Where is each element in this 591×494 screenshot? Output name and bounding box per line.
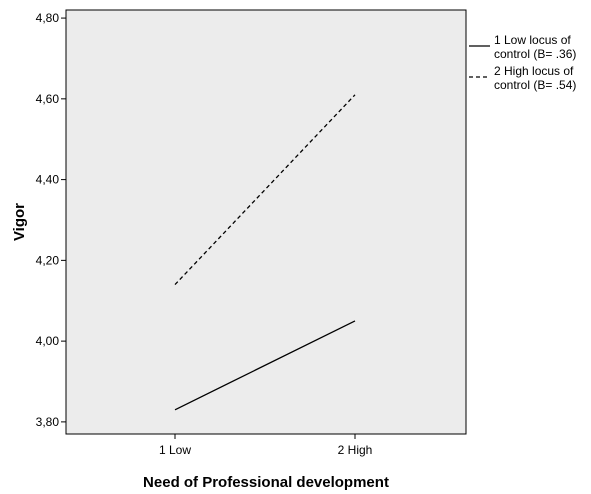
y-tick-label: 3,80: [36, 415, 60, 429]
series-line-low-locus: [174, 320, 356, 411]
legend-label: 1 Low locus of: [494, 33, 571, 47]
y-tick-label: 4,40: [36, 173, 60, 187]
y-tick-label: 4,20: [36, 253, 60, 267]
legend-label: control (B= .36): [494, 47, 576, 61]
x-axis-ticks: 1 Low 2 High: [159, 434, 372, 457]
series-lines: [174, 94, 356, 411]
y-tick-label: 4,80: [36, 11, 60, 25]
y-tick-label: 4,00: [36, 334, 60, 348]
x-tick-label: 1 Low: [159, 443, 191, 457]
legend-label: 2 High locus of: [494, 64, 574, 78]
y-axis-ticks: 3,80 4,00 4,20 4,40 4,60 4,80: [36, 11, 66, 429]
y-tick-label: 4,60: [36, 92, 60, 106]
series-line-high-locus: [174, 94, 356, 286]
legend-label: control (B= .54): [494, 78, 576, 92]
y-axis-title: Vigor: [11, 203, 28, 241]
x-tick-label: 2 High: [338, 443, 373, 457]
plot-area: [65, 9, 467, 435]
x-axis-title: Need of Professional development: [143, 474, 389, 491]
